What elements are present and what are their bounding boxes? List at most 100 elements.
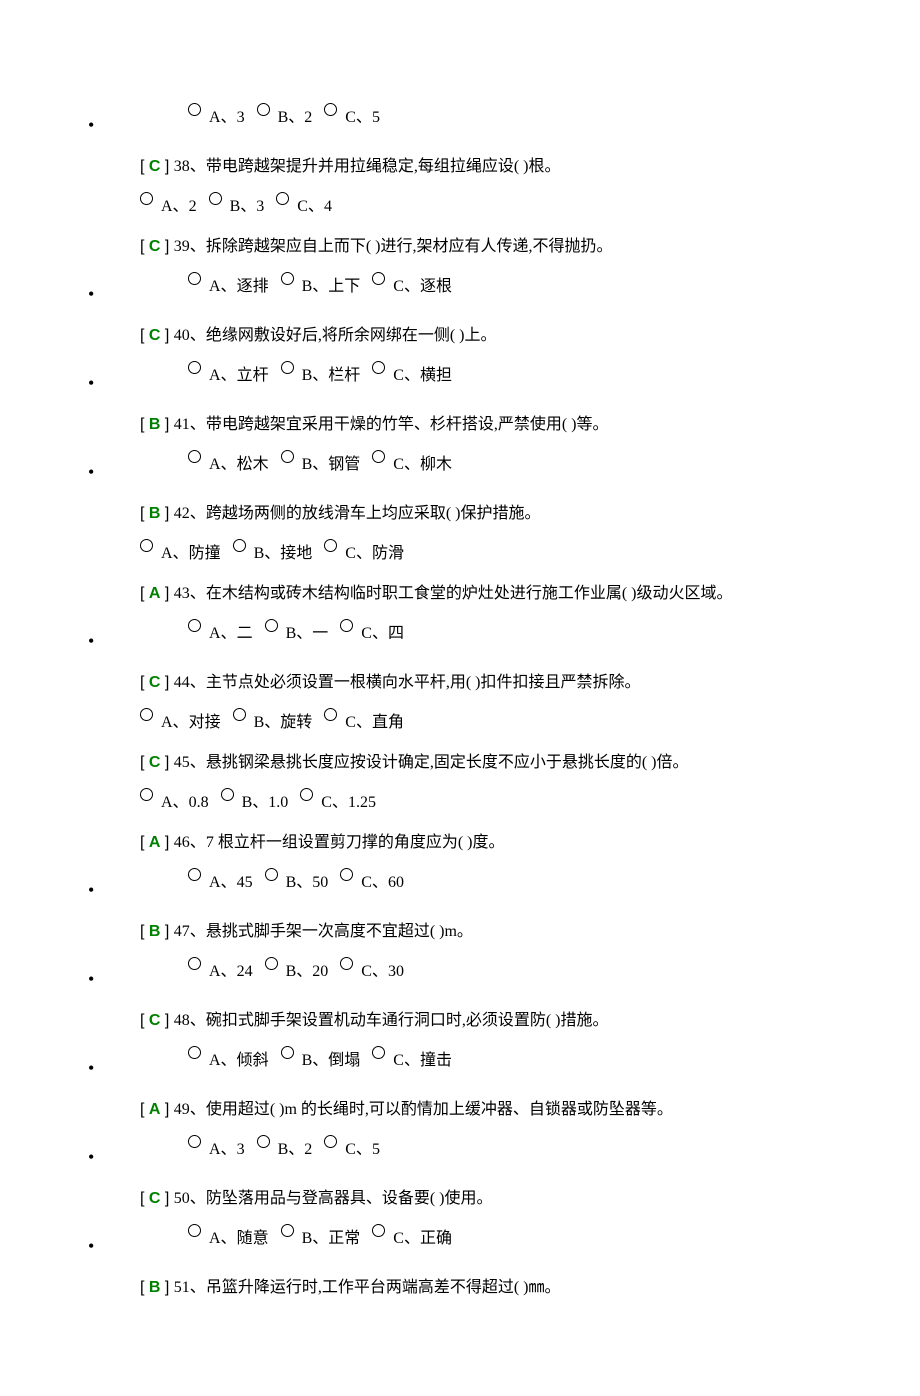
question-content: [ C ] 50、防坠落用品与登高器具、设备要( )使用。 [140,1187,840,1211]
option: C、防滑 [324,542,404,566]
options-group: A、0.8B、1.0C、1.25 [140,791,388,815]
answer-letter: C [149,754,161,771]
options-row: A、松木B、钢管C、柳木 [80,453,840,486]
bullet [80,235,140,241]
option: B、50 [265,871,329,895]
options-content: A、立杆B、栏杆C、横担 [140,364,840,388]
radio-icon[interactable] [188,868,201,881]
question-row: [ C ] 44、主节点处必须设置一根横向水平杆,用( )扣件扣接且严禁拆除。 [80,671,840,695]
option: B、2 [257,1138,313,1162]
radio-icon[interactable] [188,103,201,116]
radio-icon[interactable] [265,619,278,632]
question-content: [ C ] 40、绝缘网敷设好后,将所余网绑在一侧( )上。 [140,324,840,348]
radio-icon[interactable] [324,539,337,552]
radio-icon[interactable] [140,539,153,552]
radio-icon[interactable] [140,192,153,205]
option-value: 对接 [189,711,221,735]
bracket-close: ] [160,416,173,433]
option-value: 3 [237,1138,245,1162]
options-row: A、45B、50C、60 [80,871,840,904]
bullet [80,960,140,993]
option: B、2 [257,106,313,130]
radio-icon[interactable] [340,619,353,632]
option: C、横担 [372,364,452,388]
radio-icon[interactable] [265,957,278,970]
bullet [80,106,140,139]
radio-icon[interactable] [281,1046,294,1059]
radio-icon[interactable] [257,1135,270,1148]
radio-icon[interactable] [372,450,385,463]
question-text: 带电跨越架提升并用拉绳稳定,每组拉绳应设( )根。 [206,158,561,175]
question-content: [ C ] 45、悬挑钢梁悬挑长度应按设计确定,固定长度不应小于悬挑长度的( )… [140,751,840,775]
option: B、栏杆 [281,364,361,388]
option-value: 旋转 [280,711,312,735]
radio-icon[interactable] [324,1135,337,1148]
bracket-close: ] [160,585,173,602]
options-content: A、防撞B、接地C、防滑 [140,542,840,566]
radio-icon[interactable] [188,1224,201,1237]
options-row: A、3B、2C、5 [80,1138,840,1171]
bullet [80,622,140,655]
answer-letter: C [149,1190,161,1207]
option: C、撞击 [372,1049,452,1073]
radio-icon[interactable] [300,788,313,801]
radio-icon[interactable] [372,361,385,374]
option-label: A、 [209,275,237,299]
radio-icon[interactable] [281,1224,294,1237]
radio-icon[interactable] [281,272,294,285]
bracket-open: [ [140,327,149,344]
radio-icon[interactable] [372,1046,385,1059]
question-number: 41、 [174,416,206,433]
option-value: 3 [256,195,264,219]
radio-icon[interactable] [188,1135,201,1148]
radio-icon[interactable] [257,103,270,116]
option: B、旋转 [233,711,313,735]
option-value: 60 [388,871,404,895]
answer-letter: B [149,505,161,522]
option-value: 立杆 [237,364,269,388]
radio-icon[interactable] [140,708,153,721]
radio-icon[interactable] [140,788,153,801]
radio-icon[interactable] [276,192,289,205]
radio-icon[interactable] [233,539,246,552]
radio-icon[interactable] [340,868,353,881]
option-label: B、 [302,1049,329,1073]
radio-icon[interactable] [372,272,385,285]
option: A、0.8 [140,791,209,815]
radio-icon[interactable] [221,788,234,801]
option: A、3 [188,1138,245,1162]
radio-icon[interactable] [324,103,337,116]
option-value: 接地 [280,542,312,566]
radio-icon[interactable] [324,708,337,721]
radio-icon[interactable] [233,708,246,721]
answer-letter: C [149,238,161,255]
bullet [80,871,140,904]
bracket-close: ] [160,1012,173,1029]
radio-icon[interactable] [281,450,294,463]
radio-icon[interactable] [265,868,278,881]
option-value: 横担 [420,364,452,388]
options-content: A、二B、一C、四 [140,622,840,646]
radio-icon[interactable] [188,1046,201,1059]
options-row: A、立杆B、栏杆C、横担 [80,364,840,397]
options-row: A、0.8B、1.0C、1.25 [80,791,840,815]
radio-icon[interactable] [188,272,201,285]
radio-icon[interactable] [188,450,201,463]
options-row: A、24B、20C、30 [80,960,840,993]
radio-icon[interactable] [188,619,201,632]
bullet [80,275,140,308]
bracket-open: [ [140,505,149,522]
options-row: A、对接B、旋转C、直角 [80,711,840,735]
option: A、松木 [188,453,269,477]
radio-icon[interactable] [340,957,353,970]
option-label: A、 [209,622,237,646]
radio-icon[interactable] [372,1224,385,1237]
radio-icon[interactable] [188,957,201,970]
options-content: A、倾斜B、倒塌C、撞击 [140,1049,840,1073]
radio-icon[interactable] [188,361,201,374]
radio-icon[interactable] [281,361,294,374]
radio-icon[interactable] [209,192,222,205]
question-row: [ B ] 51、吊篮升降运行时,工作平台两端高差不得超过( )㎜。 [80,1276,840,1300]
bullet [80,413,140,419]
bracket-open: [ [140,1279,149,1296]
